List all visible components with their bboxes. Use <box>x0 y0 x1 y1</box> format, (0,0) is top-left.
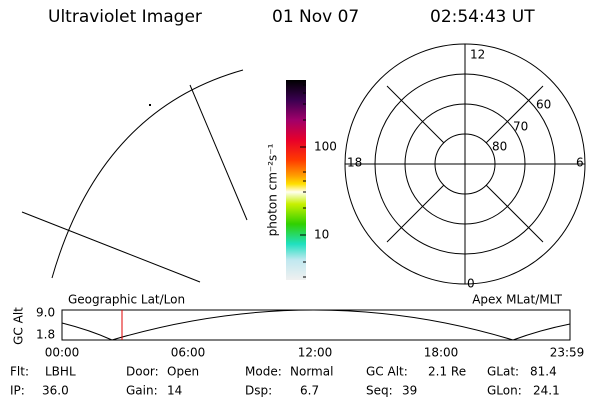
mlt-label: 12 <box>470 48 485 62</box>
status-value: LBHL <box>45 365 76 379</box>
status-label: Dsp: <box>245 384 272 398</box>
lat-label: 80 <box>492 140 507 154</box>
colorbar <box>286 80 306 280</box>
status-value: 36.0 <box>42 384 69 398</box>
x-tick-label: 00:00 <box>45 346 80 360</box>
image-panel <box>21 69 248 283</box>
lat-label: 70 <box>513 120 528 134</box>
x-tick-label: 23:59 <box>550 346 585 360</box>
status-value: 2.1 Re <box>428 365 466 379</box>
status-label: Seq: <box>366 384 393 398</box>
mlt-label: 0 <box>467 277 475 291</box>
lat-label: 60 <box>536 98 551 112</box>
x-tick-label: 12:00 <box>298 346 333 360</box>
status-value: Open <box>167 365 199 379</box>
status-value: 24.1 <box>533 384 560 398</box>
y-tick-label: 1.8 <box>36 328 55 342</box>
grid-line <box>189 84 248 221</box>
x-tick-label: 18:00 <box>424 346 459 360</box>
y-tick-label: 9.0 <box>36 306 55 320</box>
colorbar-tick-label: 10 <box>314 228 329 242</box>
limb-arc <box>51 69 244 279</box>
grid-line <box>21 211 201 283</box>
left-title: Geographic Lat/Lon <box>68 293 185 307</box>
status-label: GLat: <box>487 365 519 379</box>
status-label: Door: <box>126 365 159 379</box>
status-value: 14 <box>167 384 182 398</box>
colorbar-ticks <box>300 84 306 278</box>
status-label: Mode: <box>245 365 282 379</box>
status-label: IP: <box>10 384 25 398</box>
status-value: Normal <box>290 365 333 379</box>
mlt-label: 18 <box>347 156 362 170</box>
status-value: 6.7 <box>300 384 319 398</box>
mlt-label: 6 <box>576 156 584 170</box>
status-value: 39 <box>402 384 417 398</box>
title: Ultraviolet Imager <box>48 7 202 27</box>
altitude-curve <box>61 309 571 341</box>
status-value: 81.4 <box>530 365 557 379</box>
status-label: GC Alt: <box>366 365 408 379</box>
x-tick-label: 06:00 <box>171 346 206 360</box>
dot <box>149 104 151 106</box>
polar-grid <box>344 43 586 285</box>
status-panel: Flt: LBHL Door: Open Mode: Normal GC Alt: 2.1 R… <box>10 365 560 398</box>
colorbar-label: photon cm⁻²s⁻¹ <box>266 143 280 236</box>
right-title: Apex MLat/MLT <box>472 293 562 307</box>
date: 01 Nov 07 <box>272 7 359 27</box>
status-label: GLon: <box>487 384 522 398</box>
altitude-frame <box>61 309 571 341</box>
status-label: Gain: <box>126 384 158 398</box>
status-label: Flt: <box>10 365 29 379</box>
colorbar-tick-label: 100 <box>314 140 337 154</box>
time: 02:54:43 UT <box>430 7 535 27</box>
y-label: GC Alt <box>12 307 26 345</box>
